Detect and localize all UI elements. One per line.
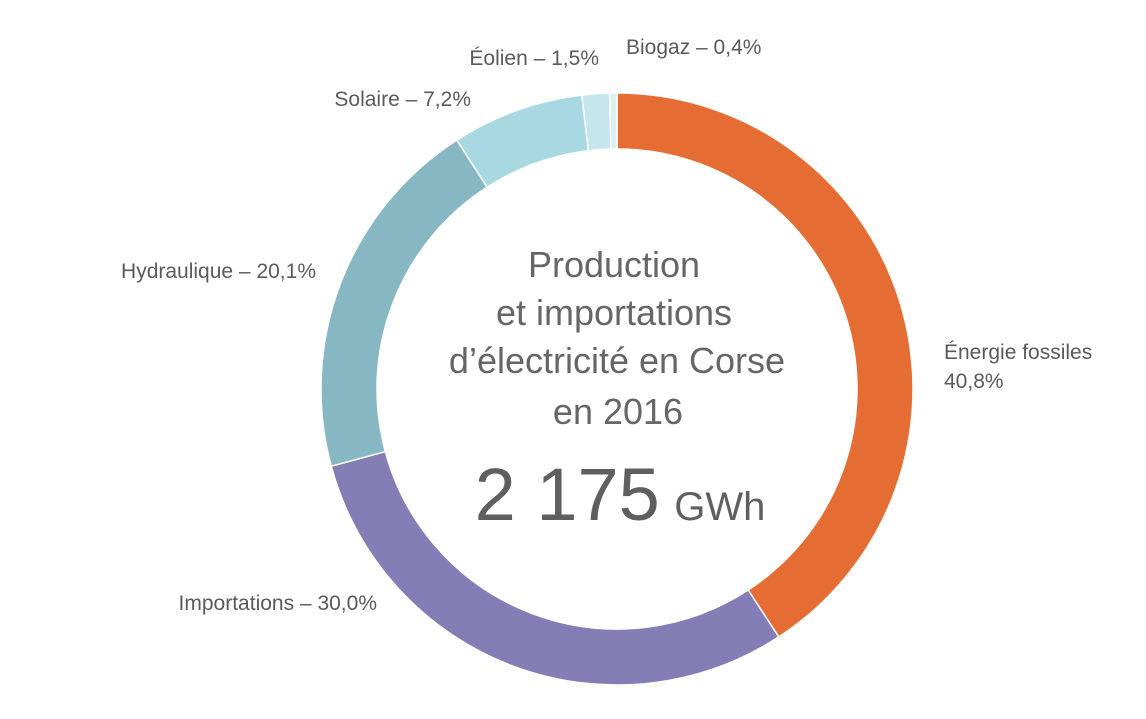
chart-title-line-3: d’électricité en Corse [449,340,785,381]
chart-title-line-1: Production [528,244,700,285]
slice-label-solaire: Solaire – 7,2% [334,88,471,111]
chart-title-line-4: en 2016 [553,391,683,432]
slice-label-eolien: Éolien – 1,5% [469,47,599,70]
chart-title-line-2: et importations [496,292,732,333]
labels-layer: Énergie fossiles 40,8% Importations – 30… [121,36,1098,615]
slices-layer [320,92,914,686]
slice-label-biogaz: Biogaz – 0,4% [626,36,761,59]
total-unit: GWh [674,485,765,529]
slice-label-energie-fossiles-percent: 40,8% [944,370,1004,393]
total-value-line: 2 175 GWh [475,453,766,536]
slice-label-importations: Importations – 30,0% [179,592,377,615]
slice-energie-fossiles [616,92,914,638]
slice-biogaz [608,92,618,150]
slice-label-energie-fossiles: Énergie fossiles 40,8% [944,341,1098,393]
total-value: 2 175 [475,453,660,536]
center-title-block: Production et importations d’électricité… [449,244,785,536]
slice-hydraulique [320,139,489,468]
slice-label-energie-fossiles-name: Énergie fossiles [944,341,1092,364]
slice-label-hydraulique: Hydraulique – 20,1% [121,260,316,283]
